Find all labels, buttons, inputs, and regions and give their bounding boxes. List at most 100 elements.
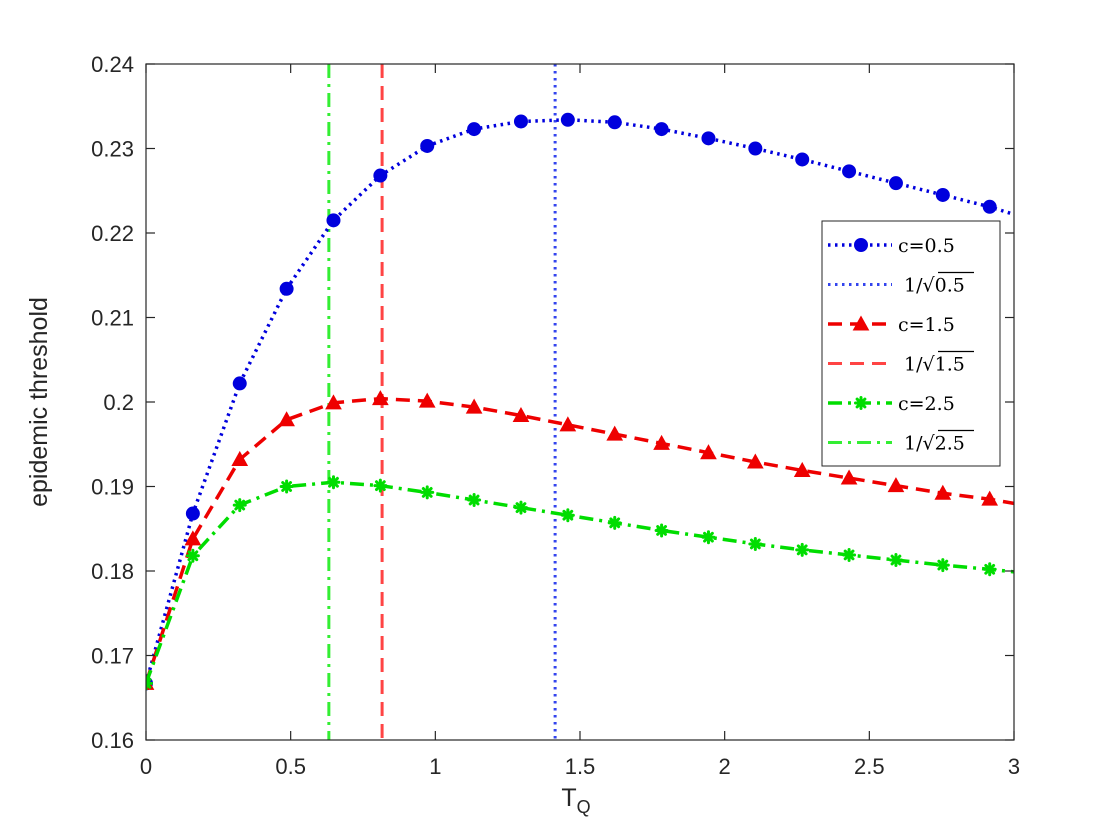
series-1-point-2 (185, 506, 200, 521)
series-3-point-2-core (189, 552, 196, 559)
y-tick-label: 0.21 (91, 306, 134, 331)
series-3-point-5 (326, 475, 341, 490)
series-line-1 (146, 118, 1014, 684)
series-3-point-17 (888, 553, 903, 568)
series-2-point-2 (184, 530, 202, 546)
series-3-point-11-core (611, 519, 618, 526)
series-3-point-3-core (236, 502, 243, 509)
x-tick-label: 1.5 (565, 754, 596, 779)
legend-marker-c=0.5 (854, 238, 868, 252)
series-3-point-9-core (517, 504, 524, 511)
series-2-point-12 (653, 434, 670, 450)
series-2-point-17 (887, 477, 905, 493)
series-c=2.5 (146, 475, 1014, 691)
x-tick-label: 3 (1008, 754, 1020, 779)
series-2-point-8 (465, 398, 483, 414)
series-3-point-6-core (377, 482, 384, 489)
y-tick-label: 0.18 (91, 559, 134, 584)
series-2-point-14 (746, 453, 764, 469)
series-2-point-3 (231, 450, 249, 466)
series-3-point-14-core (752, 540, 759, 547)
legend-marker-c=2.5-core (858, 400, 864, 406)
series-1-point-10 (560, 112, 575, 127)
y-tick-label: 0.16 (91, 728, 134, 753)
series-2-point-4 (278, 411, 295, 427)
series-c=0.5 (146, 112, 1014, 691)
series-1-point-19 (982, 199, 997, 214)
y-axis-label: epidemic threshold (25, 297, 53, 507)
series-1-point-17 (888, 176, 903, 191)
series-1-point-6 (373, 168, 388, 183)
series-2-point-10 (559, 416, 577, 432)
series-3-point-10-core (564, 512, 571, 519)
series-1-point-12 (654, 122, 669, 137)
legend-label-c=2.5: c=2.5 (898, 393, 955, 415)
series-1-point-3 (232, 376, 247, 391)
legend: c=0.51/√0.5c=1.51/√1.5c=2.51/√2.5 (821, 220, 1001, 467)
y-tick-label: 0.2 (103, 390, 134, 415)
series-3-point-10 (560, 508, 575, 523)
series-3-point-4-core (283, 483, 290, 490)
series-2-point-19 (981, 490, 999, 506)
x-tick-label: 2.5 (854, 754, 885, 779)
series-1-point-15 (795, 152, 810, 167)
y-tick-label: 0.23 (91, 137, 134, 162)
series-3-point-6 (373, 478, 388, 493)
axes: 0 0.5 1 1.5 2 2.5 3 0.16 0.17 0.18 0.19 0.2 0.21 0.22… (91, 52, 1020, 779)
series-3-point-19 (982, 562, 997, 577)
legend-marker-c=2.5 (854, 396, 868, 410)
series-3-point-11 (607, 515, 622, 530)
legend-marker-c=1.5 (852, 315, 870, 331)
y-tick-label: 0.24 (91, 52, 134, 77)
series-1-point-13 (701, 131, 716, 146)
series-3-point-18 (935, 558, 950, 573)
series-3-point-1-core (146, 680, 149, 687)
series-3-point-1-stroke (146, 681, 152, 689)
series-2-point-7 (418, 392, 436, 408)
series-1-point-16 (842, 164, 857, 179)
x-tick-label: 0.5 (275, 754, 306, 779)
series-1-point-14 (748, 141, 763, 156)
series-3-point-1-stroke (146, 677, 152, 686)
x-axis-label-subscript: Q (577, 797, 591, 817)
series-c=1.5 (146, 390, 1014, 690)
legend-label-vline-2: 1/√1.5 (904, 354, 965, 376)
series-3-point-14 (748, 536, 763, 551)
series-3-point-15-core (799, 546, 806, 553)
legend-box (821, 220, 1001, 467)
series-1-point-18 (935, 187, 950, 202)
series-3-point-18-core (939, 562, 946, 569)
series-3-point-16 (842, 547, 857, 562)
series-3-point-7-core (424, 489, 431, 496)
x-tick-label: 2 (719, 754, 731, 779)
series-2-point-5 (325, 394, 342, 410)
series-1-point-11 (607, 115, 622, 130)
x-tick-label: 0 (140, 754, 152, 779)
series-3-point-16-core (846, 551, 853, 558)
series-line-3 (146, 480, 1014, 684)
x-tick-label: 1 (429, 754, 441, 779)
series-2-point-15 (793, 461, 811, 477)
legend-label-prefix: 1/√ (904, 433, 935, 455)
series-1-point-7 (420, 138, 435, 153)
series-3-point-12-core (658, 527, 665, 534)
series-2-point-16 (840, 469, 858, 485)
series-1-point-8 (467, 122, 482, 137)
legend-label-prefix: 1/√ (904, 354, 935, 376)
series-2-point-9 (512, 406, 530, 423)
y-tick-label: 0.17 (91, 644, 134, 669)
series-3-point-3 (232, 498, 247, 513)
legend-label-prefix: 1/√ (904, 275, 935, 297)
series-3-point-13 (701, 530, 716, 545)
series-1-point-5 (326, 213, 341, 228)
series-3-point-13-core (705, 534, 712, 541)
series-3-point-7 (420, 485, 435, 500)
series-3-point-8 (467, 493, 482, 508)
series-3-point-2 (185, 548, 200, 563)
series-2-point-6 (372, 390, 389, 406)
legend-label-radicand: 2.5 (935, 433, 965, 455)
legend-label-vline-1: 1/√0.5 (904, 275, 965, 297)
series-1-point-9 (513, 114, 528, 129)
series-3-point-12 (654, 523, 669, 538)
